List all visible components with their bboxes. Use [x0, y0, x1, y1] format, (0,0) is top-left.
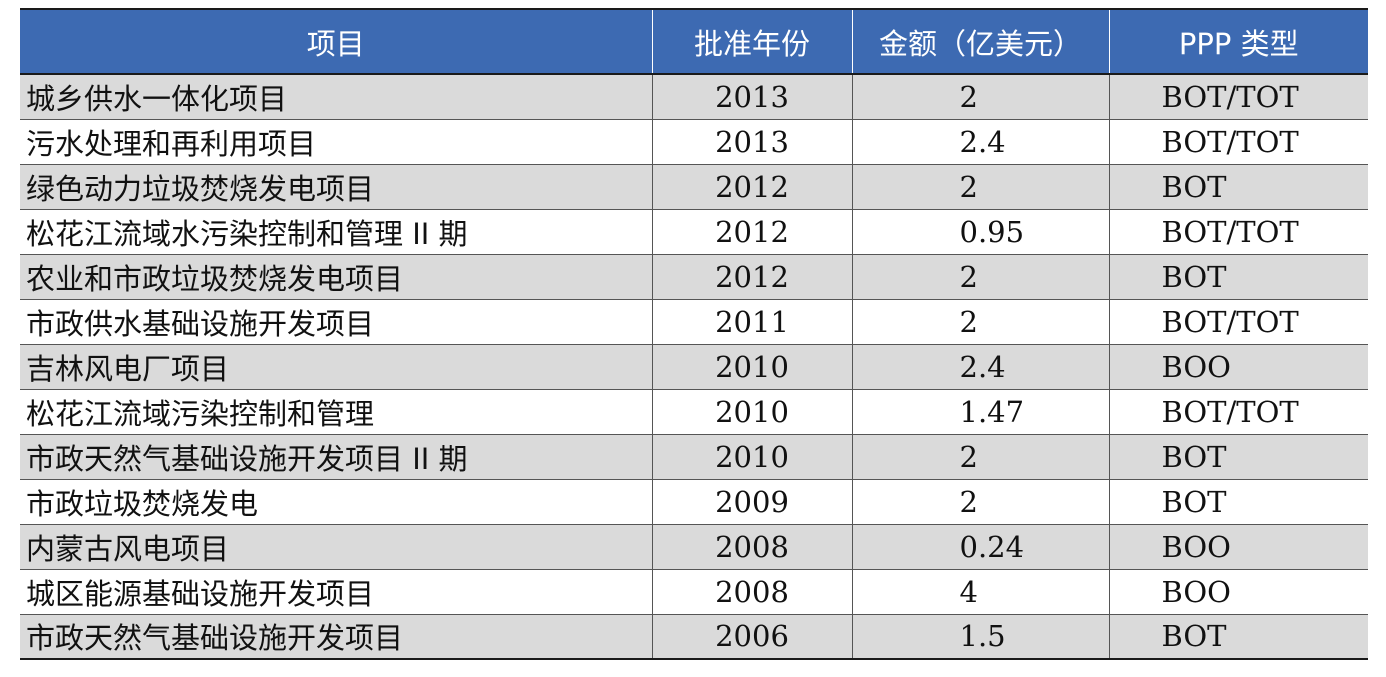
cell-year: 2010	[651, 434, 852, 480]
cell-project: 农业和市政垃圾焚烧发电项目	[20, 254, 652, 300]
cell-project: 内蒙古风电项目	[20, 524, 652, 570]
cell-amount: 2	[851, 164, 1109, 210]
table-row: 吉林风电厂项目 2010 2.4 BOO	[20, 344, 1368, 390]
cell-year: 2013	[651, 119, 852, 165]
header-row: 项目 批准年份 金额（亿美元） PPP 类型	[20, 8, 1368, 75]
cell-year: 2008	[651, 524, 852, 570]
cell-amount: 4	[851, 569, 1109, 615]
table-row: 市政供水基础设施开发项目 2011 2 BOT/TOT	[20, 299, 1368, 345]
cell-ppp-type: BOT	[1108, 254, 1368, 300]
table-body: 城乡供水一体化项目 2013 2 BOT/TOT 污水处理和再利用项目 2013…	[20, 74, 1368, 660]
cell-ppp-type: BOT	[1108, 164, 1368, 210]
cell-project: 污水处理和再利用项目	[20, 119, 652, 165]
cell-ppp-type: BOO	[1108, 344, 1368, 390]
table-row: 市政天然气基础设施开发项目 II 期 2010 2 BOT	[20, 434, 1368, 480]
cell-amount: 0.24	[851, 524, 1109, 570]
table-header: 项目 批准年份 金额（亿美元） PPP 类型	[20, 8, 1368, 75]
cell-year: 2010	[651, 344, 852, 390]
cell-year: 2009	[651, 479, 852, 525]
cell-amount: 1.47	[851, 389, 1109, 435]
cell-ppp-type: BOT	[1108, 614, 1368, 660]
cell-amount: 2	[851, 479, 1109, 525]
cell-ppp-type: BOT/TOT	[1108, 74, 1368, 120]
cell-project: 绿色动力垃圾焚烧发电项目	[20, 164, 652, 210]
cell-year: 2012	[651, 209, 852, 255]
cell-project: 市政垃圾焚烧发电	[20, 479, 652, 525]
cell-project: 松花江流域水污染控制和管理 II 期	[20, 209, 652, 255]
cell-amount: 2.4	[851, 119, 1109, 165]
cell-ppp-type: BOT	[1108, 479, 1368, 525]
table-row: 市政垃圾焚烧发电 2009 2 BOT	[20, 479, 1368, 525]
cell-year: 2011	[651, 299, 852, 345]
cell-ppp-type: BOO	[1108, 569, 1368, 615]
cell-project: 市政供水基础设施开发项目	[20, 299, 652, 345]
header-project: 项目	[20, 8, 653, 75]
ppp-projects-table: 项目 批准年份 金额（亿美元） PPP 类型 城乡供水一体化项目 2013 2 …	[20, 8, 1368, 660]
cell-amount: 1.5	[851, 614, 1109, 660]
cell-ppp-type: BOO	[1108, 524, 1368, 570]
cell-amount: 2	[851, 74, 1109, 120]
cell-ppp-type: BOT/TOT	[1108, 209, 1368, 255]
cell-amount: 2	[851, 254, 1109, 300]
cell-year: 2008	[651, 569, 852, 615]
cell-project: 城区能源基础设施开发项目	[20, 569, 652, 615]
cell-amount: 2	[851, 434, 1109, 480]
table-row: 农业和市政垃圾焚烧发电项目 2012 2 BOT	[20, 254, 1368, 300]
cell-year: 2006	[651, 614, 852, 660]
cell-year: 2013	[651, 74, 852, 120]
header-amount: 金额（亿美元）	[851, 8, 1110, 75]
cell-project: 松花江流域污染控制和管理	[20, 389, 652, 435]
header-approval-year: 批准年份	[651, 8, 853, 75]
table-row: 绿色动力垃圾焚烧发电项目 2012 2 BOT	[20, 164, 1368, 210]
cell-ppp-type: BOT	[1108, 434, 1368, 480]
cell-year: 2012	[651, 164, 852, 210]
table-row: 污水处理和再利用项目 2013 2.4 BOT/TOT	[20, 119, 1368, 165]
cell-ppp-type: BOT/TOT	[1108, 389, 1368, 435]
cell-project: 城乡供水一体化项目	[20, 74, 652, 120]
cell-ppp-type: BOT/TOT	[1108, 119, 1368, 165]
header-ppp-type: PPP 类型	[1108, 8, 1368, 75]
cell-year: 2010	[651, 389, 852, 435]
cell-amount: 2.4	[851, 344, 1109, 390]
cell-amount: 2	[851, 299, 1109, 345]
cell-amount: 0.95	[851, 209, 1109, 255]
ppp-projects-table-container: 项目 批准年份 金额（亿美元） PPP 类型 城乡供水一体化项目 2013 2 …	[20, 8, 1368, 660]
table-row: 松花江流域水污染控制和管理 II 期 2012 0.95 BOT/TOT	[20, 209, 1368, 255]
table-row: 市政天然气基础设施开发项目 2006 1.5 BOT	[20, 614, 1368, 660]
cell-project: 市政天然气基础设施开发项目 II 期	[20, 434, 652, 480]
table-row: 松花江流域污染控制和管理 2010 1.47 BOT/TOT	[20, 389, 1368, 435]
cell-year: 2012	[651, 254, 852, 300]
table-row: 城区能源基础设施开发项目 2008 4 BOO	[20, 569, 1368, 615]
table-row: 城乡供水一体化项目 2013 2 BOT/TOT	[20, 74, 1368, 120]
cell-ppp-type: BOT/TOT	[1108, 299, 1368, 345]
table-row: 内蒙古风电项目 2008 0.24 BOO	[20, 524, 1368, 570]
cell-project: 市政天然气基础设施开发项目	[20, 614, 652, 660]
cell-project: 吉林风电厂项目	[20, 344, 652, 390]
